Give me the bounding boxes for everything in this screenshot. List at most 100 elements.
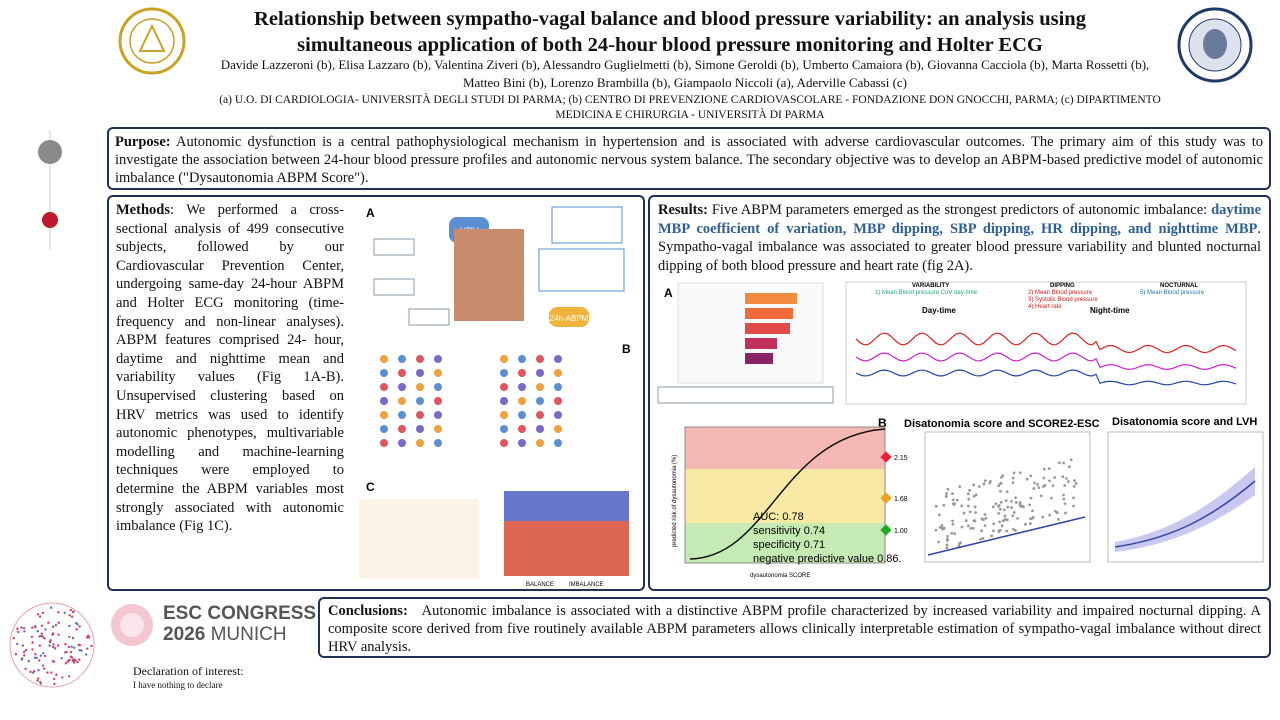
figure-circle <box>69 608 73 612</box>
figure-circle <box>1041 515 1045 519</box>
figure-circle <box>380 397 388 405</box>
figure-circle <box>1014 501 1018 504</box>
figure-circle <box>1025 477 1029 481</box>
figure-circle <box>983 524 987 527</box>
figure-path <box>689 428 886 560</box>
figure-circle <box>1072 504 1075 508</box>
conclusions-section: Conclusions: Autonomic imbalance is asso… <box>318 597 1271 658</box>
scatter-title: Disatonomia score and LVH <box>1112 416 1257 428</box>
figure-circle <box>69 650 73 654</box>
figure-circle <box>554 369 562 377</box>
figure-circle <box>500 369 508 377</box>
figure-circle <box>967 497 971 501</box>
figure-circle <box>380 439 388 447</box>
figure-circle <box>49 606 53 609</box>
figure-circle <box>67 675 71 678</box>
figure-circle <box>977 485 981 488</box>
figure-circle <box>952 503 956 507</box>
figure-circle <box>1028 503 1031 507</box>
figure-circle <box>38 635 41 638</box>
congress-logo: ESC CONGRESS 2026 MUNICH <box>163 603 316 645</box>
figure-circle <box>398 369 406 377</box>
figure-circle <box>68 658 71 662</box>
methods-body: : We performed a cross-sectional analysi… <box>116 202 344 535</box>
figure-circle <box>380 383 388 391</box>
results-intro: Five ABPM parameters emerged as the stro… <box>711 202 1208 218</box>
threshold: 2.15 <box>894 455 908 462</box>
figure-circle <box>990 534 993 538</box>
figure-circle <box>78 625 81 628</box>
figure-circle <box>1014 529 1017 532</box>
figure-circle <box>380 411 388 419</box>
figure-circle <box>1063 502 1067 506</box>
figure-circle <box>500 397 508 405</box>
figure-circle <box>960 525 964 529</box>
figure-circle <box>416 411 424 419</box>
figure-circle <box>29 670 32 674</box>
figure-rect <box>538 248 625 292</box>
figure-circle <box>1057 518 1060 521</box>
figure-circle <box>1010 506 1013 509</box>
figure-circle <box>416 425 424 433</box>
figure-circle <box>21 644 25 647</box>
logo-line: ESC CONGRESS <box>163 603 317 624</box>
figure-circle <box>1064 511 1067 515</box>
figure-circle <box>434 425 442 433</box>
figure-circle <box>1074 482 1078 485</box>
wave-label: VARIABILITY <box>912 283 949 289</box>
figure-rect <box>373 278 415 296</box>
figure-circle <box>1055 511 1059 515</box>
figure-rect <box>504 491 629 521</box>
figure-circle <box>129 18 175 64</box>
figure-circle <box>500 425 508 433</box>
figure-circle <box>31 671 35 674</box>
figure-circle <box>951 492 954 496</box>
purpose-label: Purpose: <box>115 134 171 150</box>
figure-circle <box>36 679 39 682</box>
figure-circle <box>70 656 74 659</box>
figure-circle <box>518 383 526 391</box>
wave-label: NOCTURNAL <box>1160 283 1198 289</box>
figure-circle <box>980 529 983 533</box>
figure-circle <box>992 522 996 526</box>
figure-circle <box>87 636 91 639</box>
university-logo <box>118 7 186 75</box>
scatter-title: Disatonomia score and SCORE2-ESC <box>904 418 1100 430</box>
figure-rect <box>549 307 589 327</box>
figure-circle <box>51 625 55 628</box>
results-label: Results: <box>658 202 708 218</box>
wave-label: 3) Systolic Blood pressure <box>1028 297 1098 303</box>
figure-circle <box>988 481 992 485</box>
panel-label: C <box>366 480 375 494</box>
figure-circle <box>973 505 977 509</box>
figure-path <box>855 352 1237 371</box>
figure-circle <box>1029 496 1033 500</box>
figure-circle <box>1001 474 1005 478</box>
figure-circle <box>946 487 950 491</box>
esc-logo-mark <box>111 604 153 646</box>
figure-circle <box>950 531 954 535</box>
figure-circle <box>53 682 56 686</box>
figure-circle <box>84 653 88 656</box>
results-highlight: daytime MBP coefficient of variation, MB… <box>658 202 1262 237</box>
figure-circle <box>983 479 987 483</box>
results-figure: A B VARIABILITY 1) Mean Blood pressure C… <box>657 281 1264 579</box>
figure-rect <box>745 308 793 319</box>
figure-circle <box>12 636 15 640</box>
figure-circle <box>1031 515 1035 519</box>
wave-label: DIPPING <box>1050 283 1075 289</box>
figure-circle <box>1051 484 1055 488</box>
figure-circle <box>68 635 71 639</box>
figure-circle <box>946 538 950 542</box>
figure-rect <box>745 353 773 364</box>
figure-circle <box>500 411 508 419</box>
wave-label: 4) Heart rate <box>1028 304 1062 310</box>
figure-circle <box>1062 497 1066 501</box>
figure-circle <box>57 611 60 614</box>
figure-circle <box>398 425 406 433</box>
purpose-section: Purpose: Autonomic dysfunction is a cent… <box>107 127 1271 190</box>
figure-g <box>934 458 1078 550</box>
figure-circle <box>90 644 93 648</box>
figure-circle <box>934 504 938 508</box>
